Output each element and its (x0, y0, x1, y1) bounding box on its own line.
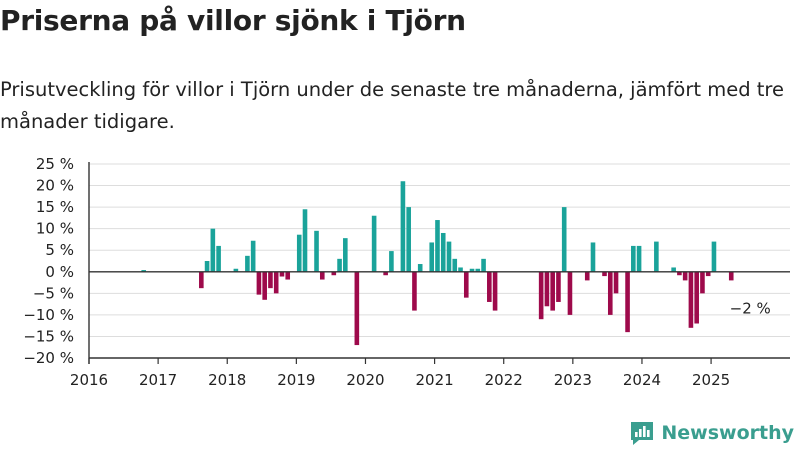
bar (671, 267, 676, 272)
bar (567, 271, 573, 315)
bar (204, 261, 210, 272)
x-tick-label: 2022 (485, 371, 523, 389)
bar (285, 271, 291, 280)
y-tick-label: −20 % (23, 349, 74, 367)
bar (296, 234, 302, 272)
bar (319, 271, 325, 280)
bar (440, 232, 446, 272)
bar (561, 207, 567, 272)
bar (429, 242, 435, 272)
bar (584, 271, 590, 281)
x-tick-label: 2025 (692, 371, 730, 389)
x-tick-label: 2018 (208, 371, 246, 389)
bar (331, 271, 337, 276)
bar (538, 271, 544, 320)
bar (625, 271, 630, 333)
newsworthy-logo[interactable]: Newsworthy (629, 420, 794, 446)
bar (262, 271, 267, 300)
bar (400, 181, 406, 272)
bar (544, 271, 550, 307)
bar (389, 251, 394, 272)
x-tick-label: 2017 (139, 371, 177, 389)
bar (550, 271, 555, 311)
y-tick-label: 0 % (45, 263, 74, 281)
x-tick-label: 2020 (346, 371, 384, 389)
bar (481, 258, 486, 272)
page-subtitle: Prisutveckling för villor i Tjörn under … (0, 78, 784, 133)
bar (487, 271, 492, 302)
bar (268, 271, 273, 289)
bar (711, 241, 717, 272)
bar (700, 271, 705, 294)
y-tick-label: −15 % (23, 327, 74, 345)
bar (314, 230, 319, 272)
page-title: Priserna på villor sjönk i Tjörn (0, 4, 466, 37)
bar (199, 271, 204, 289)
bar (337, 258, 342, 272)
bar (216, 245, 221, 272)
y-tick-label: 25 % (36, 155, 74, 173)
y-tick-label: 15 % (36, 198, 74, 216)
bar (446, 241, 452, 272)
bar (463, 271, 469, 298)
y-tick-label: −10 % (23, 306, 74, 324)
bar (728, 271, 734, 281)
bar (302, 209, 308, 272)
bar (452, 258, 458, 272)
bar (233, 268, 239, 272)
bar (256, 271, 262, 295)
bar (210, 228, 216, 272)
bar (590, 242, 596, 272)
bar (458, 267, 463, 272)
bar (371, 215, 377, 272)
bar (636, 245, 642, 272)
bar (354, 271, 360, 346)
newsworthy-logo-text: Newsworthy (661, 422, 794, 444)
y-tick-label: 20 % (36, 177, 74, 195)
bar (245, 255, 250, 272)
bar (417, 264, 423, 272)
bar (654, 241, 659, 272)
bar (682, 271, 688, 281)
last-value-annotation: −2 % (730, 299, 771, 317)
bar (705, 271, 711, 277)
bar (435, 220, 440, 272)
x-tick-label: 2016 (70, 371, 108, 389)
bar (602, 271, 607, 277)
bar (343, 238, 348, 272)
newsworthy-logo-icon (631, 422, 654, 445)
x-tick-label: 2019 (277, 371, 315, 389)
y-tick-label: 10 % (36, 220, 74, 238)
y-tick-label: 5 % (45, 241, 74, 259)
bar (607, 271, 613, 315)
bar (694, 271, 699, 324)
bar (383, 271, 388, 276)
bar (631, 245, 636, 272)
bar (688, 271, 694, 328)
bar (677, 271, 682, 276)
bar (613, 271, 619, 294)
bar (141, 270, 147, 272)
bar (556, 271, 561, 302)
bar (406, 207, 411, 272)
bar (279, 271, 285, 277)
bar (250, 240, 256, 272)
bar (475, 268, 481, 272)
bar (469, 268, 475, 272)
bar (412, 271, 417, 311)
x-tick-label: 2021 (416, 371, 454, 389)
y-tick-label: −5 % (33, 284, 74, 302)
x-tick-label: 2024 (623, 371, 661, 389)
bar (492, 271, 498, 311)
bar (273, 271, 279, 294)
x-tick-label: 2023 (554, 371, 592, 389)
